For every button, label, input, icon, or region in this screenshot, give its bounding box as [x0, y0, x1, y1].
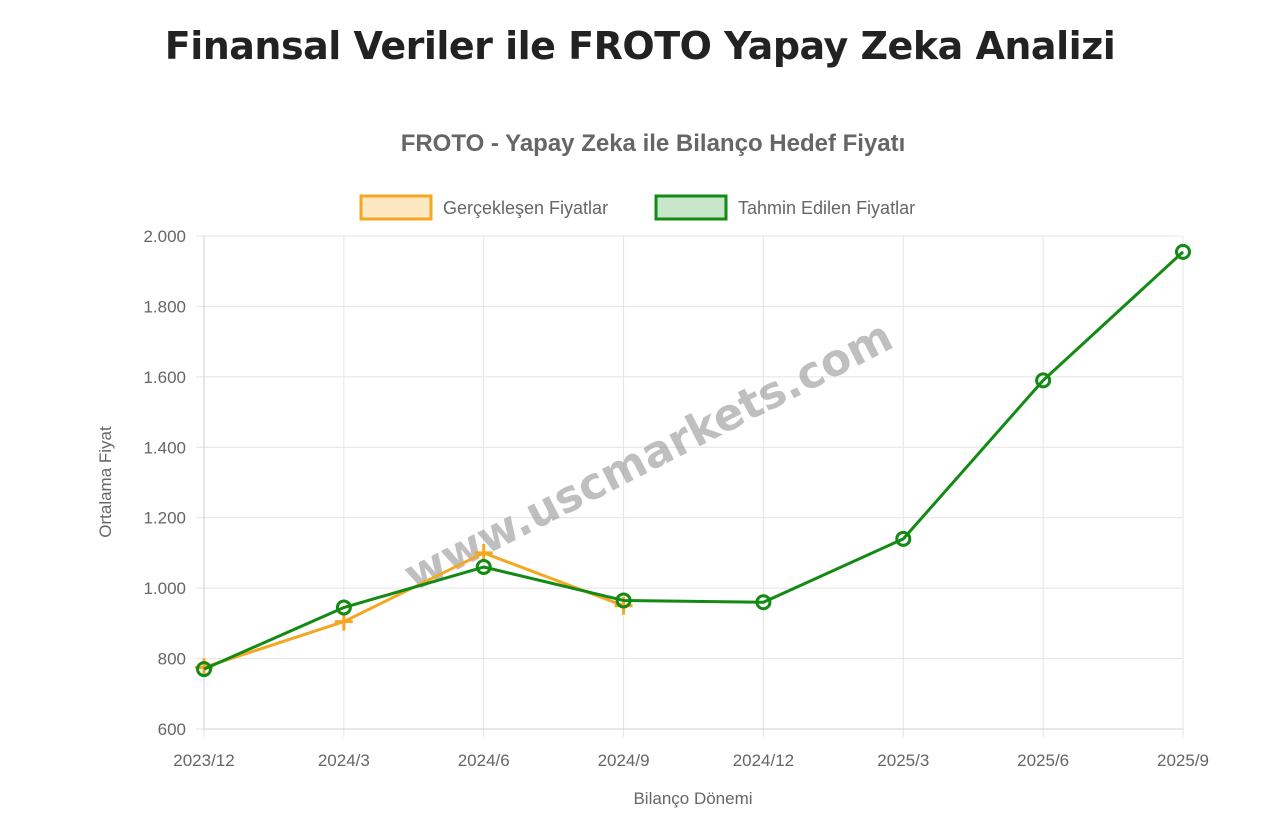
data-point[interactable]	[335, 599, 352, 616]
y-tick-label: 600	[158, 720, 186, 739]
x-tick-label: 2025/3	[877, 751, 929, 770]
y-tick-label: 1.200	[143, 509, 186, 528]
y-tick-label: 800	[158, 650, 186, 669]
legend-item[interactable]: Tahmin Edilen Fiyatlar	[654, 194, 915, 221]
x-axis-label: Bilanço Dönemi	[633, 789, 752, 808]
x-tick-label: 2024/3	[318, 751, 370, 770]
y-tick-label: 2.000	[143, 227, 186, 246]
data-point[interactable]	[615, 592, 632, 609]
page-title: Finansal Veriler ile FROTO Yapay Zeka An…	[164, 24, 1116, 68]
chart-title: FROTO - Yapay Zeka ile Bilanço Hedef Fiy…	[401, 130, 906, 157]
y-axis-label: Ortalama Fiyat	[96, 426, 115, 538]
chart-legend: Gerçekleşen Fiyatlar Tahmin Edilen Fiyatl…	[359, 194, 915, 221]
y-axis-ticks: 600 800 1.000 1.200 1.400 1.600 1.800 2.000	[143, 227, 186, 739]
data-point[interactable]	[196, 661, 212, 678]
data-point[interactable]	[475, 559, 492, 576]
series-layer	[195, 243, 1191, 678]
data-point[interactable]	[1175, 243, 1191, 260]
x-tick-label: 2024/6	[458, 751, 510, 770]
x-tick-label: 2024/9	[598, 751, 650, 770]
legend-swatch	[654, 194, 728, 221]
data-point[interactable]	[334, 612, 353, 631]
data-point[interactable]	[755, 594, 772, 611]
y-tick-label: 1.600	[143, 368, 186, 387]
legend-item[interactable]: Gerçekleşen Fiyatlar	[359, 194, 608, 221]
legend-swatch	[359, 194, 433, 221]
data-point[interactable]	[895, 530, 912, 547]
series-line	[203, 250, 1185, 671]
x-tick-label: 2024/12	[733, 751, 794, 770]
x-axis-ticks: 2023/12 2024/3 2024/6 2024/9 2024/12 2025/3 20…	[173, 751, 1209, 770]
chart-grid	[196, 235, 1184, 737]
x-tick-label: 2025/9	[1157, 751, 1209, 770]
data-point[interactable]	[1035, 372, 1052, 389]
x-tick-label: 2023/12	[173, 751, 234, 770]
y-tick-label: 1.800	[143, 297, 186, 316]
y-tick-label: 1.000	[143, 579, 186, 598]
legend-label: Tahmin Edilen Fiyatlar	[738, 198, 915, 218]
y-tick-label: 1.400	[143, 438, 186, 457]
data-point[interactable]	[474, 543, 493, 562]
x-tick-label: 2025/6	[1017, 751, 1069, 770]
legend-label: Gerçekleşen Fiyatlar	[443, 198, 608, 218]
series-predicted	[196, 243, 1191, 678]
